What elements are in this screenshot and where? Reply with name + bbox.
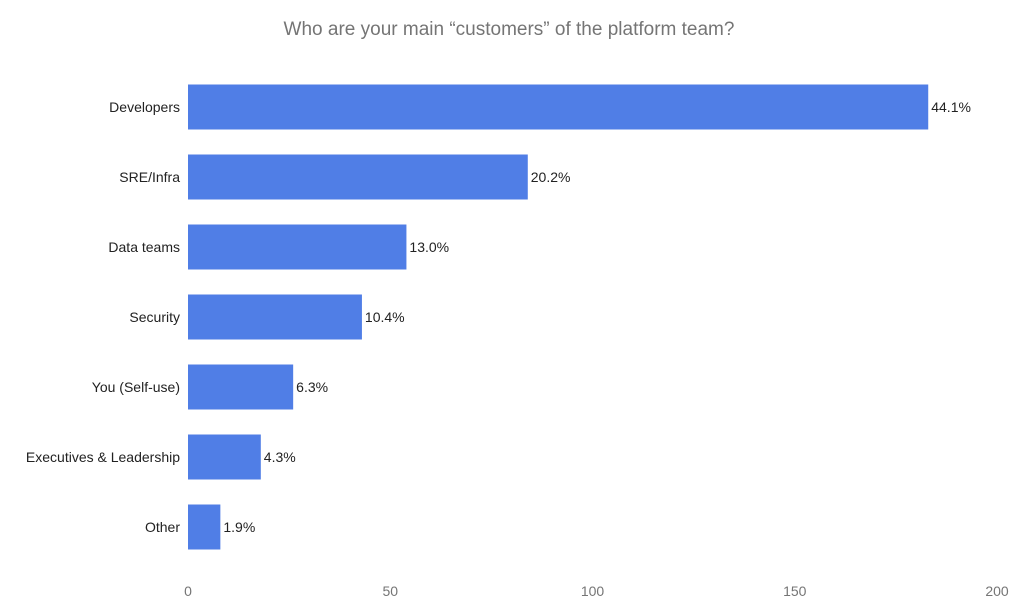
bar [188, 364, 294, 410]
category-label: You (Self-use) [92, 379, 180, 395]
data-label: 20.2% [531, 169, 571, 185]
bar [188, 154, 528, 200]
bar [188, 294, 362, 340]
chart-title: Who are your main “customers” of the pla… [284, 19, 735, 40]
bar [188, 224, 407, 270]
category-label: Developers [109, 99, 180, 115]
bar [188, 84, 929, 130]
category-label: Other [145, 519, 180, 535]
x-tick-label: 200 [985, 583, 1009, 599]
x-tick-label: 0 [184, 583, 192, 599]
bar [188, 504, 221, 550]
data-label: 10.4% [365, 309, 405, 325]
data-label: 6.3% [296, 379, 328, 395]
x-tick-label: 50 [382, 583, 398, 599]
data-label: 44.1% [931, 99, 971, 115]
category-label: Data teams [108, 239, 180, 255]
category-label: Security [129, 309, 180, 325]
category-label: Executives & Leadership [26, 449, 180, 465]
x-tick-label: 150 [783, 583, 807, 599]
data-label: 4.3% [264, 449, 296, 465]
bar [188, 434, 261, 480]
data-label: 1.9% [223, 519, 255, 535]
x-tick-label: 100 [581, 583, 605, 599]
category-label: SRE/Infra [119, 169, 180, 185]
data-label: 13.0% [409, 239, 449, 255]
